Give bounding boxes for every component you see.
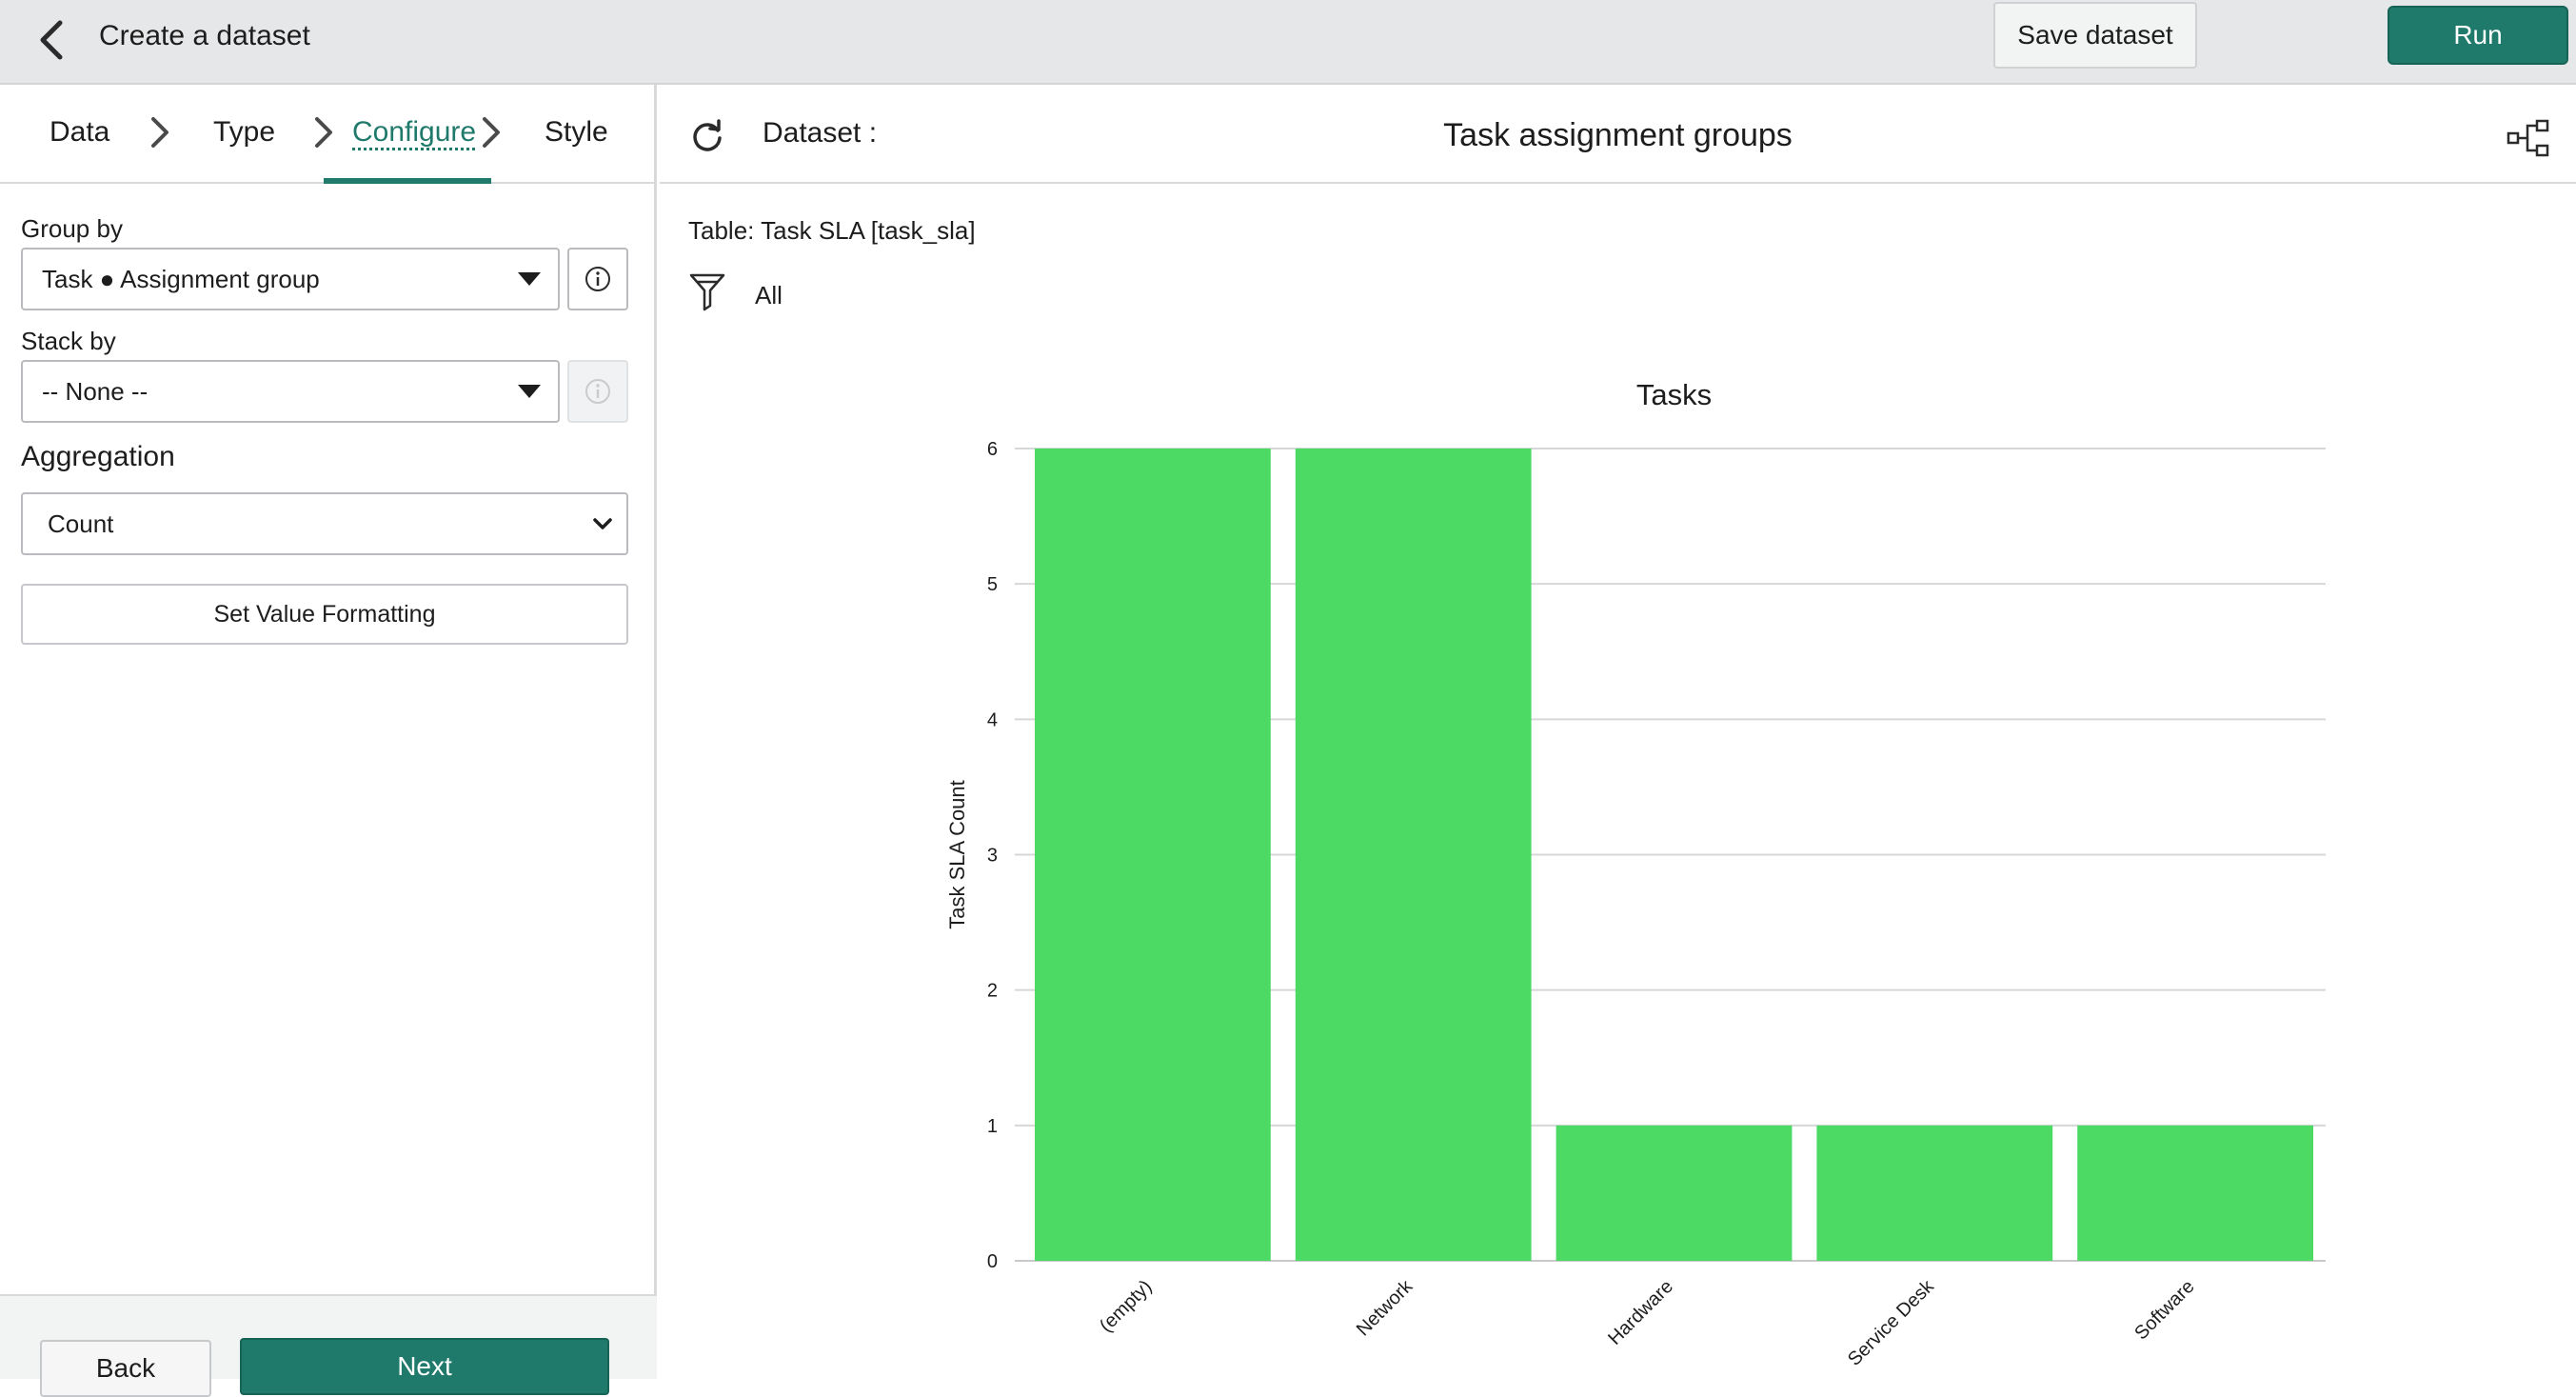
info-icon [585, 267, 610, 291]
step-configure[interactable]: Configure [352, 116, 477, 148]
preview-panel: Dataset : Task assignment groups Table: … [660, 85, 2576, 1379]
back-button[interactable]: Back [40, 1340, 211, 1397]
y-tick-label: 0 [987, 1251, 998, 1272]
bar [1295, 449, 1532, 1261]
group-by-value: Task ● Assignment group [42, 264, 320, 293]
step-navigation: Data Type Configure Style [0, 85, 657, 184]
aggregation-value: Count [48, 509, 114, 538]
left-footer: Back Next [0, 1294, 657, 1397]
chevron-right-icon [151, 117, 168, 148]
x-tick-label: Hardware [1604, 1276, 1677, 1349]
save-dataset-button[interactable]: Save dataset [1993, 2, 2197, 69]
table-info: Table: Task SLA [task_sla] [688, 216, 976, 245]
y-tick-label: 5 [987, 574, 998, 595]
step-type[interactable]: Type [213, 116, 276, 148]
preview-header: Dataset : Task assignment groups [660, 85, 2576, 184]
bar [1556, 1125, 1793, 1261]
step-style[interactable]: Style [545, 116, 608, 148]
aggregation-select[interactable]: Count [21, 492, 628, 555]
x-tick-label: Software [2130, 1276, 2198, 1344]
refresh-icon[interactable] [688, 117, 726, 155]
dataset-name: Task assignment groups [1443, 117, 1793, 153]
filter-icon[interactable] [688, 271, 726, 313]
bar [1816, 1125, 2053, 1261]
bar-chart: Tasks 0 1 2 3 4 5 6 Task SLA Count (empty) Network… [945, 378, 2326, 1370]
bar [2077, 1125, 2313, 1261]
stack-by-info-button [567, 360, 628, 423]
chevron-right-icon [315, 117, 332, 148]
chevron-right-icon [483, 117, 500, 148]
stack-by-label: Stack by [21, 327, 116, 355]
active-step-indicator [324, 178, 491, 184]
group-by-info-button[interactable] [567, 248, 628, 310]
group-by-select[interactable]: Task ● Assignment group [21, 248, 560, 310]
set-value-formatting-button[interactable]: Set Value Formatting [21, 584, 628, 645]
page-title: Create a dataset [99, 20, 310, 51]
hierarchy-icon[interactable] [2507, 119, 2550, 157]
x-tick-label: Network [1353, 1275, 1417, 1340]
step-data[interactable]: Data [50, 116, 110, 148]
y-tick-label: 1 [987, 1116, 998, 1137]
caret-down-icon [518, 272, 541, 286]
info-icon [585, 379, 610, 404]
chart-title: Tasks [1636, 378, 1712, 411]
filter-condition: All [755, 281, 783, 309]
y-tick-label: 6 [987, 439, 998, 460]
stack-by-value: -- None -- [42, 376, 149, 406]
back-chevron-icon[interactable] [30, 13, 72, 67]
aggregation-label: Aggregation [21, 441, 175, 472]
stack-by-select[interactable]: -- None -- [21, 360, 560, 423]
group-by-label: Group by [21, 214, 123, 243]
y-axis-label: Task SLA Count [945, 780, 969, 929]
top-bar: Create a dataset Save dataset Run [0, 0, 2576, 85]
x-tick-label: (empty) [1096, 1276, 1156, 1336]
bar [1035, 449, 1271, 1261]
chevron-down-icon [593, 518, 612, 529]
y-tick-label: 4 [987, 709, 998, 730]
caret-down-icon [518, 385, 541, 398]
dataset-label: Dataset : [763, 117, 878, 149]
x-tick-label: Service Desk [1844, 1275, 1939, 1370]
next-button[interactable]: Next [240, 1338, 609, 1395]
run-button[interactable]: Run [2388, 6, 2568, 65]
y-tick-label: 3 [987, 846, 998, 867]
y-tick-label: 2 [987, 981, 998, 1002]
config-panel: Data Type Configure Style Group by Task … [0, 85, 657, 1397]
